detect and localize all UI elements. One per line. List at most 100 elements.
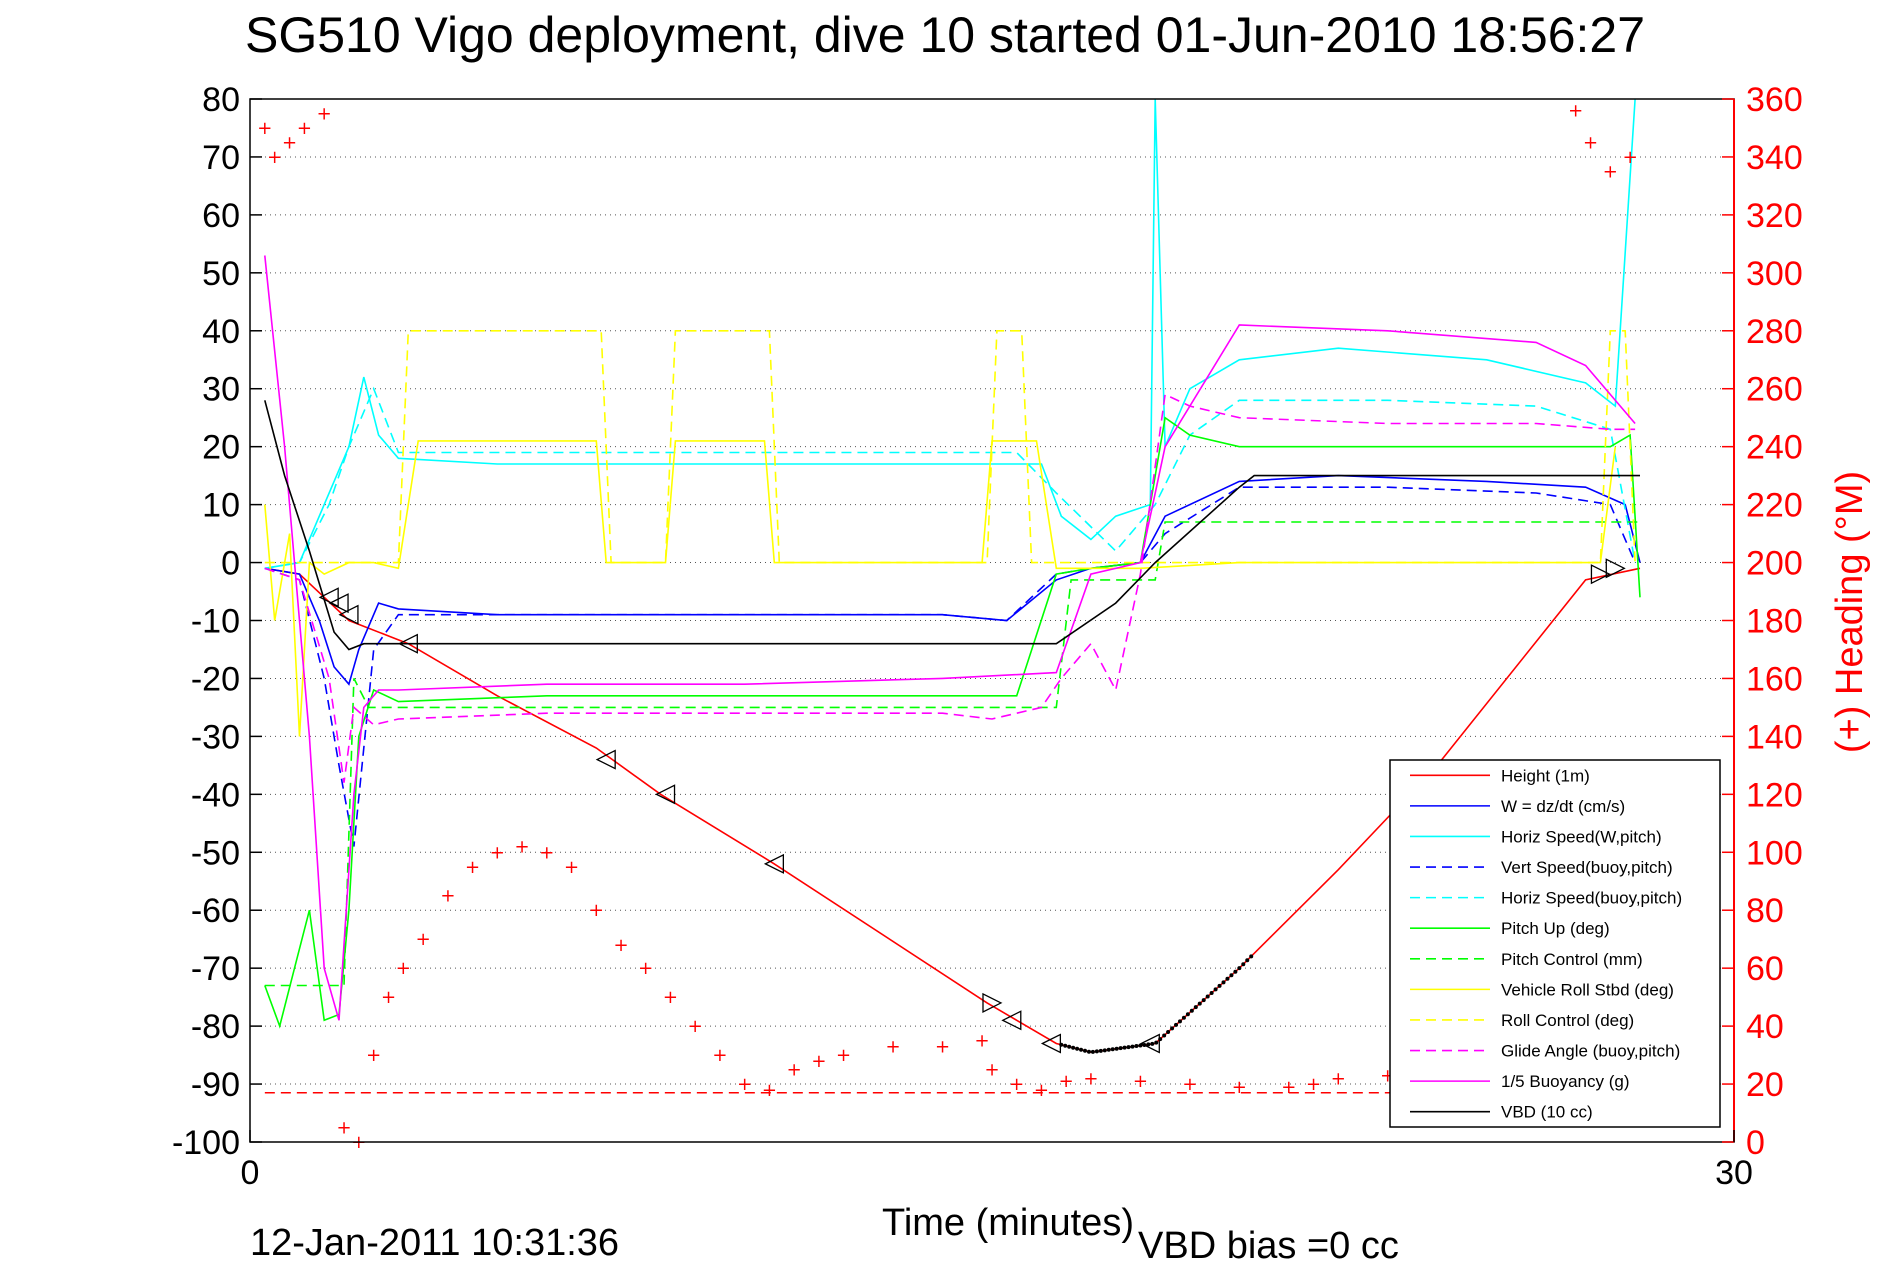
y2-tick-label: 280 xyxy=(1746,313,1803,351)
bottom-dot xyxy=(1241,962,1246,967)
footer-timestamp: 12-Jan-2011 10:31:36 xyxy=(250,1222,619,1262)
y2-tick-label: 140 xyxy=(1746,718,1803,756)
bottom-dot xyxy=(1106,1047,1111,1052)
bottom-dot xyxy=(1209,990,1214,995)
vbd-bias-label: VBD bias =0 cc xyxy=(1138,1225,1399,1262)
series-line-10 xyxy=(264,255,1636,1021)
y-tick-label: -90 xyxy=(191,1066,240,1104)
y-tick-label: -60 xyxy=(191,892,240,930)
heading-point: + xyxy=(811,1051,826,1072)
heading-point: + xyxy=(935,1036,950,1057)
y-tick-label: -10 xyxy=(191,603,240,641)
legend-label: Horiz Speed(buoy,pitch) xyxy=(1501,889,1682,908)
series-line-8 xyxy=(264,329,1636,564)
bottom-dot xyxy=(1225,976,1230,981)
heading-point: + xyxy=(688,1016,703,1037)
legend-label: Vehicle Roll Stbd (deg) xyxy=(1501,980,1674,999)
bottom-dot xyxy=(1229,973,1234,978)
bottom-dot xyxy=(1126,1045,1131,1050)
y2-tick-label: 220 xyxy=(1746,487,1803,525)
left-triangle-marker xyxy=(763,853,784,874)
heading-point: + xyxy=(1603,161,1618,182)
legend: Height (1m) W = dz/dt (cm/s) Horiz Speed(W… xyxy=(1389,759,1721,1128)
y-tick-label: 0 xyxy=(221,545,240,583)
bottom-dot xyxy=(1134,1044,1139,1049)
heading-point: + xyxy=(613,935,628,956)
heading-point: + xyxy=(366,1045,381,1066)
bottom-dot xyxy=(1249,954,1254,959)
bottom-dot xyxy=(1213,987,1218,992)
heading-point: + xyxy=(1331,1068,1346,1089)
legend-label: Roll Control (deg) xyxy=(1501,1011,1634,1030)
bottom-dot xyxy=(1075,1046,1080,1051)
heading-point: + xyxy=(282,132,297,153)
y2-tick-label: 100 xyxy=(1746,834,1803,872)
bottom-dot xyxy=(1177,1019,1182,1024)
bottom-dot xyxy=(1082,1048,1087,1053)
y2-tick-label: 300 xyxy=(1746,255,1803,293)
y2-tick-label: 240 xyxy=(1746,429,1803,467)
bottom-dot xyxy=(1170,1026,1175,1031)
heading-point: + xyxy=(416,929,431,950)
legend-label: 1/5 Buoyancy (g) xyxy=(1501,1072,1630,1091)
heading-point: + xyxy=(297,118,312,139)
heading-point: + xyxy=(381,987,396,1008)
bottom-dot xyxy=(1150,1041,1155,1046)
bottom-dot xyxy=(1237,966,1242,971)
series-line-9 xyxy=(264,393,1636,783)
y2-axis-label: (+) Heading (°M) xyxy=(1829,471,1871,753)
left-triangle-marker xyxy=(1139,1033,1160,1054)
y-tick-label: 20 xyxy=(202,429,240,467)
bottom-dot xyxy=(1098,1048,1103,1053)
heading-point: + xyxy=(1568,101,1583,122)
right-triangle-marker xyxy=(1590,564,1611,585)
bottom-dot xyxy=(1071,1045,1076,1050)
legend-label: Glide Angle (buoy,pitch) xyxy=(1501,1042,1680,1061)
bottom-dot xyxy=(1094,1049,1099,1054)
heading-point: + xyxy=(787,1060,802,1081)
heading-point: + xyxy=(465,857,480,878)
heading-point: + xyxy=(440,886,455,907)
bottom-dot xyxy=(1067,1044,1072,1049)
heading-point: + xyxy=(737,1074,752,1095)
heading-point: + xyxy=(1182,1074,1197,1095)
y2-tick-label: 60 xyxy=(1746,950,1784,988)
bottom-dot xyxy=(1114,1046,1119,1051)
y-tick-label: 70 xyxy=(202,139,240,177)
y-tick-label: 50 xyxy=(202,255,240,293)
y2-tick-label: 320 xyxy=(1746,197,1803,235)
left-triangle-marker xyxy=(338,604,359,625)
y2-tick-label: 80 xyxy=(1746,892,1784,930)
bottom-dot xyxy=(1245,958,1250,963)
left-triangle-marker xyxy=(655,784,676,805)
y2-tick-label: 0 xyxy=(1746,1124,1765,1162)
left-triangle-marker xyxy=(1040,1033,1062,1054)
bottom-dot xyxy=(1102,1048,1107,1053)
heading-point: + xyxy=(1583,132,1598,153)
series-line-4 xyxy=(264,386,1636,570)
bottom-dot xyxy=(1079,1047,1084,1052)
legend-box xyxy=(1389,759,1721,1128)
bottom-dot xyxy=(1166,1029,1171,1034)
y-tick-label: -100 xyxy=(172,1124,240,1162)
legend-label: Pitch Control (mm) xyxy=(1501,950,1643,969)
legend-label: Vert Speed(buoy,pitch) xyxy=(1501,858,1673,877)
y-tick-label: -80 xyxy=(191,1008,240,1046)
bottom-dot xyxy=(1130,1044,1135,1049)
bottom-dot xyxy=(1205,994,1210,999)
legend-label: VBD (10 cc) xyxy=(1501,1103,1593,1122)
left-triangle-marker xyxy=(318,587,339,608)
legend-label: W = dz/dt (cm/s) xyxy=(1501,797,1625,816)
series-line-5 xyxy=(264,416,1641,1029)
series-line-6 xyxy=(264,521,1640,987)
heading-point: + xyxy=(836,1045,851,1066)
y-tick-label: 30 xyxy=(202,371,240,409)
y-tick-label: 80 xyxy=(202,81,240,119)
series-line-7 xyxy=(264,440,1617,737)
left-triangle-marker xyxy=(595,749,616,770)
bottom-dot xyxy=(1185,1012,1190,1017)
heading-point: + xyxy=(539,842,554,863)
heading-point: + xyxy=(1306,1074,1321,1095)
y-tick-label: -70 xyxy=(191,950,240,988)
y2-tick-label: 180 xyxy=(1746,603,1803,641)
